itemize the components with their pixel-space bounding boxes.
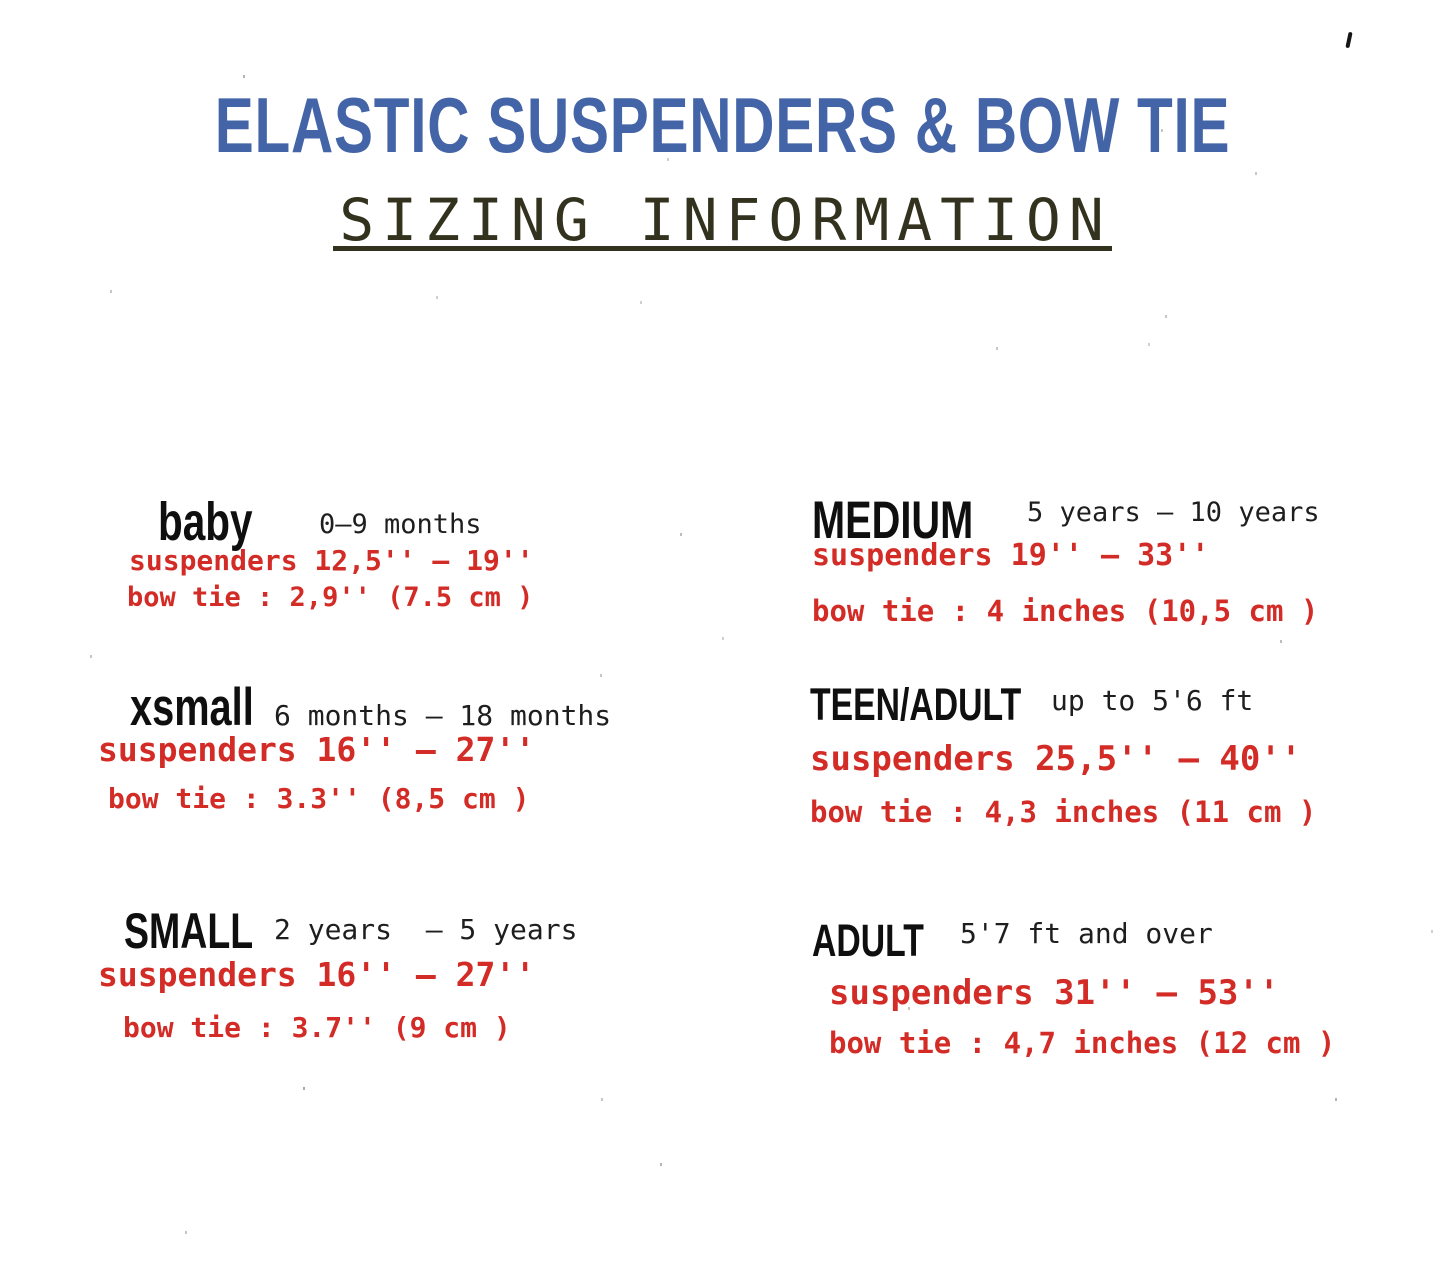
size-label: baby xyxy=(158,492,253,552)
bow-tie-measurement: bow tie : 4,3 inches (11 cm ) xyxy=(810,795,1317,829)
size-label: xsmall xyxy=(130,678,254,737)
page-title: ELASTIC SUSPENDERS & BOW TIE xyxy=(214,81,1231,169)
size-label: MEDIUM xyxy=(812,491,974,550)
suspenders-measurement: suspenders 19'' – 33'' xyxy=(812,538,1210,573)
size-age-range: 5'7 ft and over xyxy=(960,917,1213,950)
page-subtitle-row: SIZING INFORMATION xyxy=(0,191,1445,252)
page-subtitle: SIZING INFORMATION xyxy=(333,191,1112,252)
bow-tie-measurement: bow tie : 4 inches (10,5 cm ) xyxy=(812,594,1319,628)
scan-noise-specks xyxy=(243,75,245,78)
suspenders-measurement: suspenders 16'' – 27'' xyxy=(98,955,536,994)
suspenders-measurement: suspenders 16'' – 27'' xyxy=(98,730,536,769)
size-age-range: 5 years – 10 years xyxy=(1027,497,1320,528)
size-age-range: 6 months – 18 months xyxy=(274,699,612,732)
bow-tie-measurement: bow tie : 2,9'' (7.5 cm ) xyxy=(127,582,534,613)
bow-tie-measurement: bow tie : 4,7 inches (12 cm ) xyxy=(829,1026,1336,1060)
size-age-range: 0–9 months xyxy=(319,509,482,540)
size-label: ADULT xyxy=(812,915,924,966)
size-age-range: 2 years – 5 years xyxy=(274,913,578,946)
suspenders-measurement: suspenders 12,5'' – 19'' xyxy=(129,544,534,577)
bow-tie-measurement: bow tie : 3.3'' (8,5 cm ) xyxy=(108,782,530,815)
suspenders-measurement: suspenders 25,5'' – 40'' xyxy=(810,739,1302,779)
size-age-range: up to 5'6 ft xyxy=(1051,684,1254,717)
size-label: TEEN/ADULT xyxy=(810,679,1022,730)
bow-tie-measurement: bow tie : 3.7'' (9 cm ) xyxy=(123,1011,511,1044)
suspenders-measurement: suspenders 31'' – 53'' xyxy=(829,973,1280,1013)
scan-artifact-mark xyxy=(1345,31,1353,49)
size-label: SMALL xyxy=(124,903,254,959)
